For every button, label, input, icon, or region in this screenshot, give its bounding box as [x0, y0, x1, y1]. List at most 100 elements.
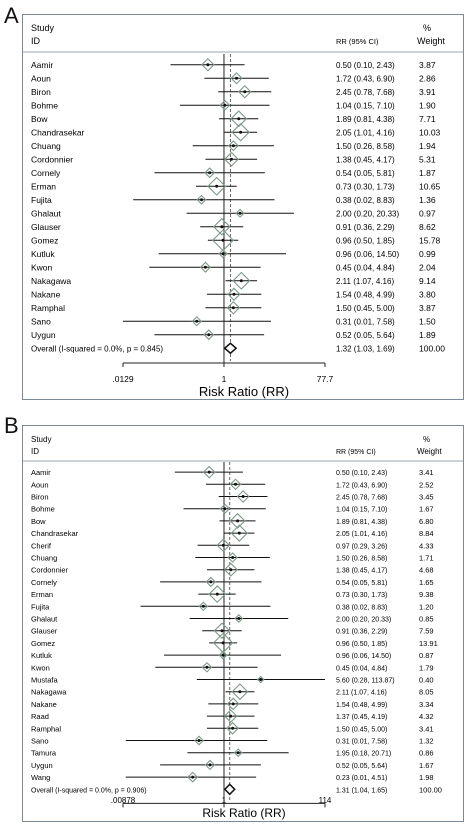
point-estimate-dot: [235, 76, 239, 80]
rr-ci-header: RR (95% CI): [336, 449, 376, 456]
study-name-label: Sano: [31, 737, 49, 746]
point-estimate-dot: [236, 519, 240, 523]
study-name-label: Chandrasekar: [31, 127, 85, 137]
rr-ci-label: 0.31 (0.01, 7.58): [336, 739, 387, 746]
weight-box-marker: [230, 72, 243, 85]
weight-box-marker: [218, 249, 228, 259]
weight-box-marker: [230, 524, 249, 542]
point-estimate-dot: [231, 306, 235, 310]
weight-label: 1.65: [419, 578, 434, 587]
weight-box-marker: [227, 287, 241, 301]
weight-label: 0.87: [419, 651, 434, 660]
weight-label: 0.99: [419, 249, 436, 259]
point-estimate-dot: [207, 333, 211, 337]
point-estimate-dot: [243, 90, 247, 94]
study-name-label: Bow: [31, 517, 46, 526]
weight-label: 10.03: [419, 127, 441, 137]
rr-ci-label: 0.52 (0.05, 5.64): [336, 331, 395, 340]
id-header: ID: [31, 447, 39, 456]
weight-label: 3.80: [419, 289, 436, 299]
study-name-label: Cornely: [31, 578, 57, 587]
rr-ci-label: 0.38 (0.02, 8.83): [336, 604, 387, 611]
study-name-label: Kutluk: [31, 651, 52, 660]
study-name-label: Uygun: [31, 761, 53, 770]
rr-ci-label: 0.45 (0.04, 4.84): [336, 263, 395, 272]
overall-rr-ci-label: 1.32 (1.03, 1.69): [336, 344, 395, 353]
study-name-label: Ramphal: [31, 724, 61, 733]
forest-plot-b: Study ID RR (95% CI) % Weight Aamir 0.50 …: [23, 435, 463, 820]
weight-box-marker: [203, 329, 215, 341]
rr-ci-label: 0.52 (0.05, 5.64): [336, 763, 387, 770]
rr-ci-label: 0.73 (0.30, 1.73): [336, 182, 395, 191]
id-header: ID: [31, 36, 41, 46]
weight-label: 3.41: [419, 724, 434, 733]
weight-label: 2.86: [419, 73, 436, 83]
weight-label: 2.04: [419, 262, 436, 272]
weight-box-marker: [226, 721, 240, 735]
weight-box-marker: [201, 58, 215, 72]
rr-ci-label: 2.05 (1.01, 4.16): [336, 128, 395, 137]
rr-ci-label: 2.45 (0.78, 7.68): [336, 88, 395, 97]
study-header: Study: [31, 23, 55, 33]
weight-box-marker: [238, 84, 252, 99]
weight-box-marker: [194, 735, 204, 746]
weight-box-marker: [236, 490, 250, 503]
study-name-label: Aamir: [31, 468, 51, 477]
study-name-label: Glauser: [31, 627, 58, 636]
rr-ci-label: 0.23 (0.01, 4.51): [336, 775, 387, 782]
study-name-label: Glauser: [31, 222, 61, 232]
weight-box-marker: [223, 151, 239, 167]
point-estimate-dot: [234, 482, 238, 486]
point-estimate-dot: [221, 543, 225, 547]
weight-box-marker: [187, 771, 199, 783]
point-estimate-dot: [229, 157, 233, 161]
point-estimate-dot: [238, 690, 242, 694]
rr-ci-label: 0.50 (0.10, 2.43): [336, 61, 395, 70]
study-name-label: Bohme: [31, 505, 55, 514]
weight-label: 15.78: [419, 235, 441, 245]
rr-ci-label: 1.89 (0.81, 4.38): [336, 115, 395, 124]
study-name-label: Aamir: [31, 60, 53, 70]
point-estimate-dot: [215, 184, 219, 188]
weight-label: 2.52: [419, 480, 434, 489]
point-estimate-dot: [203, 265, 207, 269]
weight-box-marker: [204, 167, 216, 179]
rr-ci-label: 1.95 (0.18, 20.71): [336, 751, 391, 758]
overall-weight-label: 100.00: [419, 785, 442, 794]
overall-diamond: [223, 783, 236, 796]
weight-label: 3.91: [419, 87, 436, 97]
weight-label: 8.05: [419, 688, 434, 697]
rr-ci-header: RR (95% CI): [336, 37, 379, 46]
weight-label: 4.32: [419, 712, 434, 721]
rr-ci-label: 0.54 (0.05, 5.81): [336, 169, 395, 178]
x-axis-label: Risk Ratio (RR): [202, 806, 285, 820]
rr-ci-label: 1.72 (0.43, 6.90): [336, 74, 395, 83]
weight-header: Weight: [417, 36, 445, 46]
point-estimate-dot: [215, 592, 219, 596]
weight-box-marker: [223, 709, 238, 723]
point-estimate-dot: [231, 144, 235, 148]
weight-label: 0.40: [419, 676, 434, 685]
point-estimate-dot: [237, 617, 241, 620]
weight-header: Weight: [417, 447, 443, 456]
weight-box-marker: [205, 576, 217, 588]
rr-ci-label: 1.72 (0.43, 6.90): [336, 482, 387, 489]
weight-label: 1.79: [419, 663, 434, 672]
point-estimate-dot: [229, 568, 233, 572]
weight-box-marker: [204, 759, 216, 771]
weight-label: 9.14: [419, 276, 436, 286]
study-name-label: Bow: [31, 114, 48, 124]
point-estimate-dot: [195, 319, 199, 323]
point-estimate-dot: [205, 665, 209, 669]
rr-ci-label: 1.37 (0.45, 4.19): [336, 714, 387, 721]
rr-ci-label: 1.04 (0.15, 7.10): [336, 507, 387, 514]
point-estimate-dot: [237, 117, 241, 121]
rr-ci-label: 1.50 (0.26, 8.58): [336, 556, 387, 563]
point-estimate-dot: [241, 495, 245, 498]
weight-label: 1.32: [419, 737, 434, 746]
forest-plot-a: Study ID RR (95% CI) % Weight Aamir 0.50 …: [23, 23, 463, 399]
rr-ci-label: 1.38 (0.45, 4.17): [336, 155, 395, 164]
study-name-label: Aoun: [31, 73, 51, 83]
study-name-label: Erman: [31, 181, 56, 191]
point-estimate-dot: [239, 130, 243, 134]
